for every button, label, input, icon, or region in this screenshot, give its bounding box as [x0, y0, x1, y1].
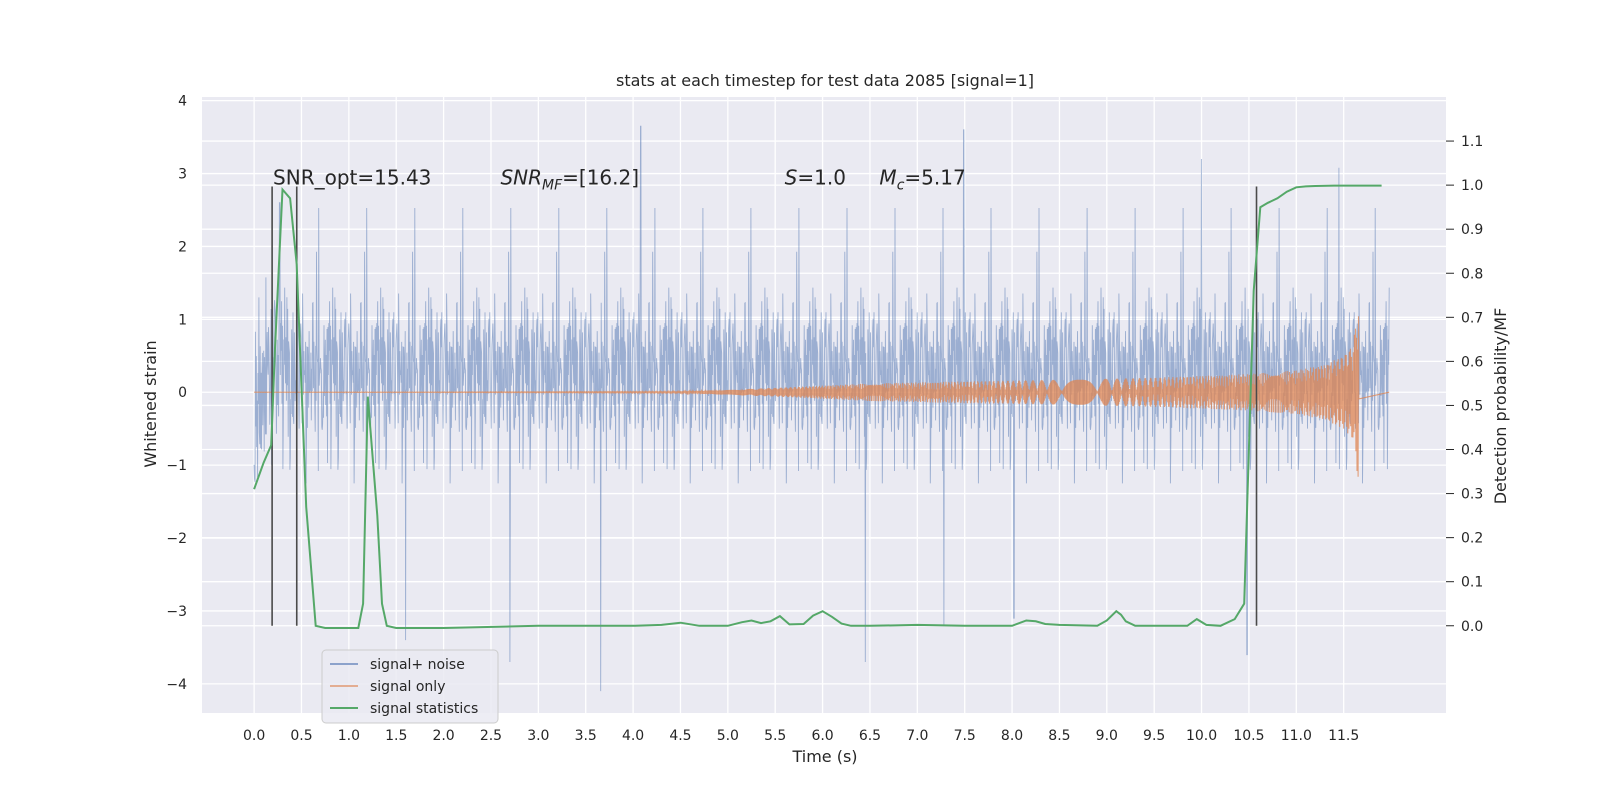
y-axis-ticks: 4 3 2 1 0 −1 −2 −3 −4	[166, 94, 187, 693]
y-tick-label: 2	[178, 239, 187, 255]
x-tick-label: 7.5	[954, 728, 976, 744]
x-tick-label: 5.0	[717, 728, 739, 744]
annotations: SNR_opt=15.43 SNRMF=[16.2] S=1.0 Mc=5.17	[273, 165, 966, 193]
x-tick-label: 10.5	[1233, 728, 1264, 744]
x-axis-ticks: 0.0 0.5 1.0 1.5 2.0 2.5 3.0 3.5 4.0 4.5 5.0 5.5 6.0 6…	[243, 728, 1359, 744]
y2-tick-label: 0.6	[1461, 354, 1483, 370]
x-tick-label: 1.5	[385, 728, 407, 744]
x-tick-label: 6.5	[859, 728, 881, 744]
x-tick-label: 4.5	[669, 728, 691, 744]
y2-tick-label: 0.1	[1461, 575, 1483, 591]
grid-lines	[202, 97, 1446, 713]
x-tick-label: 7.0	[906, 728, 928, 744]
y-tick-label: −4	[166, 677, 187, 693]
y2-axis-label: Detection probability/MF	[1491, 308, 1510, 505]
y-tick-label: 4	[178, 94, 187, 110]
y2-tick-label: 1.1	[1461, 134, 1483, 150]
y-tick-label: −3	[166, 604, 187, 620]
signal-only-line	[254, 316, 1390, 477]
x-axis-label: Time (s)	[791, 747, 857, 766]
legend-label: signal only	[370, 679, 445, 695]
signal-noise-series	[253, 125, 1390, 692]
signal-only-series	[254, 316, 1390, 477]
x-tick-label: 1.0	[338, 728, 360, 744]
y-tick-label: −1	[166, 458, 187, 474]
x-tick-label: 3.0	[527, 728, 549, 744]
y2-tick-label: 1.0	[1461, 178, 1483, 194]
signal-statistics-line	[253, 184, 1382, 629]
legend-label: signal statistics	[370, 701, 478, 717]
y2-tick-label: 0.9	[1461, 222, 1483, 238]
legend: signal+ noise signal only signal statistic…	[321, 649, 499, 724]
y2-tick-label: 0.4	[1461, 443, 1483, 459]
legend-label: signal+ noise	[370, 657, 465, 673]
y2-tick-label: 0.2	[1461, 531, 1483, 547]
x-tick-label: 5.5	[764, 728, 786, 744]
y2-tick-label: 0.7	[1461, 310, 1483, 326]
x-tick-label: 10.0	[1186, 728, 1217, 744]
x-tick-label: 8.0	[1001, 728, 1023, 744]
annotation-text: SNR_opt=15.43	[273, 165, 431, 189]
x-tick-label: 11.5	[1328, 728, 1359, 744]
legend-box	[321, 649, 499, 724]
annotation-text: SNRMF=[16.2]	[500, 165, 639, 193]
x-tick-label: 9.0	[1096, 728, 1118, 744]
y-tick-label: 3	[178, 167, 187, 183]
signal-statistics-series	[253, 184, 1382, 629]
x-tick-label: 2.5	[480, 728, 502, 744]
y2-axis-ticks: 1.1 1.0 0.9 0.8 0.7 0.6 0.5 0.4 0.3 0.2 0.1 0.0	[1446, 134, 1483, 635]
y-tick-label: −2	[166, 531, 187, 547]
x-tick-label: 9.5	[1143, 728, 1165, 744]
x-tick-label: 0.5	[290, 728, 312, 744]
x-tick-label: 6.0	[811, 728, 833, 744]
x-tick-label: 8.5	[1048, 728, 1070, 744]
x-tick-label: 3.5	[575, 728, 597, 744]
y2-tick-label: 0.0	[1461, 619, 1483, 635]
x-tick-label: 0.0	[243, 728, 265, 744]
chart-title: stats at each timestep for test data 208…	[616, 71, 1034, 90]
y-tick-label: 0	[178, 385, 187, 401]
y2-tick-label: 0.5	[1461, 398, 1483, 414]
y-axis-label: Whitened strain	[141, 340, 160, 467]
annotation-text: Mc=5.17	[879, 165, 965, 193]
y2-tick-label: 0.3	[1461, 487, 1483, 503]
annotation-text: S=1.0	[785, 165, 846, 189]
signal-noise-line	[253, 125, 1390, 692]
x-tick-label: 11.0	[1281, 728, 1312, 744]
x-tick-label: 2.0	[432, 728, 454, 744]
y2-tick-label: 0.8	[1461, 266, 1483, 282]
x-tick-label: 4.0	[622, 728, 644, 744]
y-tick-label: 1	[178, 312, 187, 328]
